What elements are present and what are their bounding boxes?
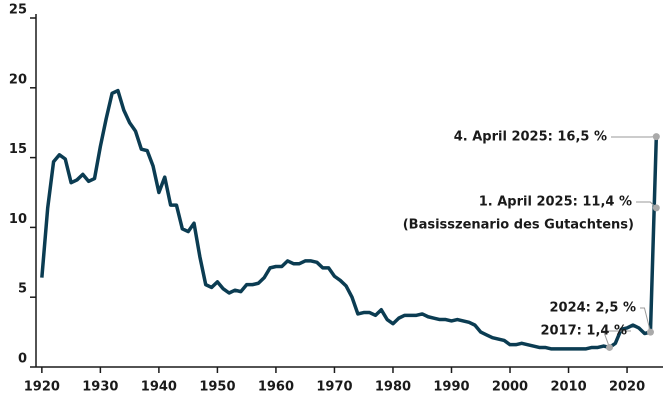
leader-line (640, 307, 651, 333)
y-tick-label: 25 (9, 3, 27, 18)
x-tick-label: 1950 (199, 380, 235, 395)
x-tick-label: 1940 (141, 380, 177, 395)
y-tick-label: 10 (9, 212, 27, 227)
x-tick-label: 2000 (492, 380, 528, 395)
annotation-note: (Basisszenario des Gutachtens) (403, 218, 634, 233)
annotation-label: 2017: 1,4 % (541, 324, 628, 339)
x-tick-label: 1990 (433, 380, 469, 395)
leader-line (602, 330, 631, 348)
x-tick-label: 1970 (316, 380, 352, 395)
x-tick-label: 2020 (609, 380, 645, 395)
annotation-label: 4. April 2025: 16,5 % (454, 130, 607, 145)
y-tick-label: 5 (18, 282, 27, 297)
x-tick-label: 1960 (258, 380, 294, 395)
annotation-label: 2024: 2,5 % (550, 301, 637, 316)
annotation-dot (606, 343, 614, 351)
x-tick-label: 1980 (375, 380, 411, 395)
x-tick-label: 1920 (24, 380, 60, 395)
annotation-label: 1. April 2025: 11,4 % (479, 195, 632, 210)
annotation-dot (652, 204, 660, 212)
y-tick-label: 0 (18, 352, 27, 367)
annotation-dot (652, 133, 660, 141)
x-tick-label: 2010 (550, 380, 586, 395)
y-tick-label: 15 (9, 142, 27, 157)
x-tick-label: 1930 (82, 380, 118, 395)
data-line (40, 88, 659, 351)
y-tick-label: 20 (9, 72, 27, 87)
annotation-dot (646, 328, 654, 336)
